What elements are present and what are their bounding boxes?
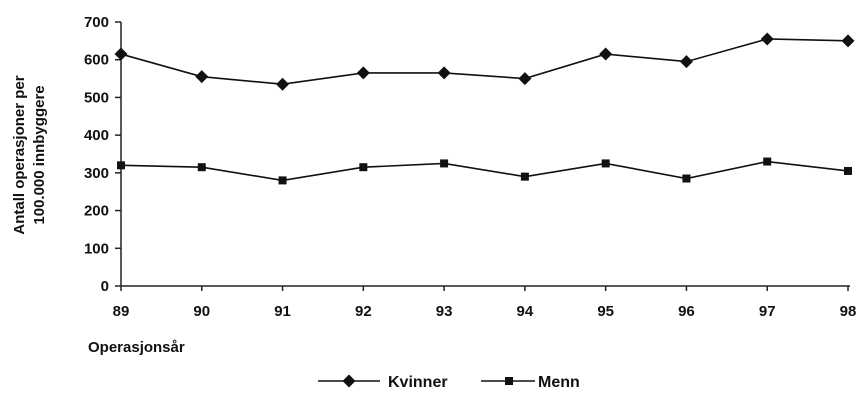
data-point-kvinner bbox=[195, 70, 209, 84]
data-point-menn bbox=[682, 174, 691, 183]
x-ticks: 89 90 91 92 93 94 95 96 97 98 bbox=[113, 286, 857, 320]
legend-item-menn: Menn bbox=[481, 374, 580, 391]
y-tick-label: 200 bbox=[84, 203, 109, 220]
series-menn bbox=[117, 157, 852, 185]
series-layer bbox=[114, 32, 855, 185]
y-tick-label: 500 bbox=[84, 89, 109, 106]
y-tick-label: 0 bbox=[101, 278, 109, 295]
series-line-menn bbox=[120, 160, 849, 182]
x-tick-label: 98 bbox=[840, 303, 857, 320]
data-point-menn bbox=[601, 159, 610, 168]
legend-marker-menn bbox=[505, 377, 513, 385]
y-axis-label-line2: 100.000 innbyggere bbox=[31, 85, 48, 224]
legend-label-kvinner: Kvinner bbox=[388, 374, 448, 391]
x-tick-label: 95 bbox=[597, 303, 614, 320]
data-point-kvinner bbox=[599, 47, 613, 61]
data-point-kvinner bbox=[356, 66, 370, 80]
x-tick-label: 91 bbox=[274, 303, 291, 320]
data-point-kvinner bbox=[114, 47, 128, 61]
data-point-menn bbox=[359, 163, 368, 172]
y-tick-label: 700 bbox=[84, 14, 109, 31]
data-point-menn bbox=[197, 163, 206, 172]
legend-item-kvinner: Kvinner bbox=[318, 374, 448, 391]
legend-label-menn: Menn bbox=[538, 374, 580, 391]
x-tick-label: 92 bbox=[355, 303, 372, 320]
data-point-menn bbox=[763, 157, 772, 166]
y-tick-label: 100 bbox=[84, 240, 109, 257]
x-tick-label: 97 bbox=[759, 303, 776, 320]
legend: Kvinner Menn bbox=[318, 374, 580, 391]
series-kvinner bbox=[114, 32, 855, 91]
data-point-menn bbox=[278, 176, 287, 185]
series-line-kvinner bbox=[120, 38, 849, 86]
x-tick-label: 89 bbox=[113, 303, 130, 320]
y-tick-label: 600 bbox=[84, 52, 109, 69]
data-point-kvinner bbox=[437, 66, 451, 80]
y-ticks: 0 100 200 300 400 500 600 700 bbox=[84, 14, 121, 295]
data-point-menn bbox=[117, 161, 125, 170]
y-axis-label-line1: Antall operasjoner per bbox=[11, 75, 28, 234]
data-point-menn bbox=[844, 166, 852, 175]
axes bbox=[120, 22, 850, 287]
data-point-kvinner bbox=[518, 72, 532, 86]
x-axis-label: Operasjonsår bbox=[88, 339, 185, 356]
x-tick-label: 94 bbox=[517, 303, 534, 320]
y-tick-label: 400 bbox=[84, 127, 109, 144]
data-point-kvinner bbox=[679, 55, 693, 69]
x-tick-label: 96 bbox=[678, 303, 695, 320]
x-tick-label: 93 bbox=[436, 303, 453, 320]
legend-marker-kvinner bbox=[342, 374, 356, 388]
data-point-kvinner bbox=[276, 77, 290, 91]
data-point-kvinner bbox=[841, 34, 855, 48]
x-tick-label: 90 bbox=[193, 303, 210, 320]
data-point-menn bbox=[440, 159, 449, 168]
data-point-menn bbox=[520, 172, 529, 181]
data-point-kvinner bbox=[760, 32, 774, 46]
y-tick-label: 300 bbox=[84, 165, 109, 182]
